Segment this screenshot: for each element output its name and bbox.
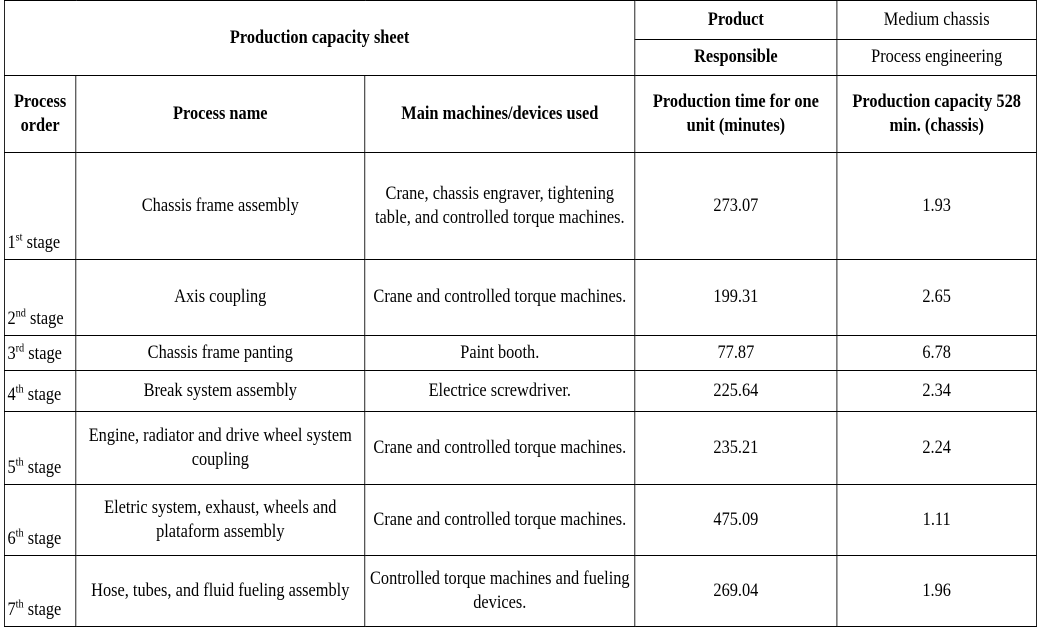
process-name-cell: Engine, radiator and drive wheel system … (75, 411, 366, 485)
table-row: 1st stage Chassis frame assembly Crane, … (3, 152, 1037, 260)
process-name-cell: Chassis frame panting (75, 335, 366, 371)
production-capacity-cell: 1.11 (836, 484, 1037, 556)
product-label: Product (634, 0, 838, 40)
production-time-cell: 199.31 (634, 259, 838, 336)
process-name-cell: Chassis frame assembly (75, 152, 366, 260)
table-row: 4th stage Break system assembly Electric… (3, 370, 1037, 412)
stage-cell: 3rd stage (3, 335, 77, 371)
stage-cell: 6th stage (3, 484, 77, 556)
col-header-production-capacity: Production capacity 528 min. (chassis) (836, 75, 1037, 153)
stage-cell: 2nd stage (3, 259, 77, 336)
col-header-process-name: Process name (75, 75, 366, 153)
header-row-responsible: Responsible Process engineering (4, 39, 1037, 76)
production-capacity-cell: 2.34 (836, 370, 1037, 412)
table-row: 2nd stage Axis coupling Crane and contro… (3, 259, 1037, 336)
table-row: 6th stage Eletric system, exhaust, wheel… (3, 484, 1037, 556)
stage-cell: 1st stage (3, 152, 77, 260)
machines-cell: Electrice screwdriver. (364, 370, 636, 412)
production-capacity-cell: 1.93 (836, 152, 1037, 260)
machines-cell: Paint booth. (364, 335, 636, 371)
sheet-title: Production capacity sheet (3, 0, 636, 76)
col-header-machines: Main machines/devices used (364, 75, 636, 153)
process-name-cell: Hose, tubes, and fluid fueling assembly (75, 555, 366, 627)
machines-cell: Crane and controlled torque machines. (364, 259, 636, 336)
machines-cell: Controlled torque machines and fueling d… (364, 555, 636, 627)
production-capacity-cell: 1.96 (836, 555, 1037, 627)
col-header-production-time: Production time for one unit (minutes) (634, 75, 838, 153)
table-row: 7th stage Hose, tubes, and fluid fueling… (3, 555, 1037, 627)
responsible-value: Process engineering (836, 39, 1037, 76)
document-page: Production capacity sheet Product Medium… (3, 0, 1037, 641)
column-header-row: Process order Process name Main machines… (3, 75, 1037, 153)
production-time-cell: 77.87 (634, 335, 838, 371)
production-time-cell: 225.64 (634, 370, 838, 412)
table-row: 3rd stage Chassis frame panting Paint bo… (3, 335, 1037, 371)
production-capacity-cell: 6.78 (836, 335, 1037, 371)
header-row-product: Production capacity sheet Product Medium… (3, 0, 1037, 76)
production-capacity-cell: 2.24 (836, 411, 1037, 485)
process-name-cell: Axis coupling (75, 259, 366, 336)
responsible-label: Responsible (634, 39, 838, 76)
col-header-process-order: Process order (3, 75, 77, 153)
production-time-cell: 235.21 (634, 411, 838, 485)
machines-cell: Crane and controlled torque machines. (364, 411, 636, 485)
production-time-cell: 273.07 (634, 152, 838, 260)
stage-cell: 4th stage (3, 370, 77, 412)
stage-cell: 7th stage (3, 555, 77, 627)
process-name-cell: Break system assembly (75, 370, 366, 412)
production-capacity-table: Production capacity sheet Product Medium… (3, 0, 1037, 627)
product-value: Medium chassis (836, 0, 1037, 40)
production-capacity-cell: 2.65 (836, 259, 1037, 336)
production-time-cell: 269.04 (634, 555, 838, 627)
stage-cell: 5th stage (3, 411, 77, 485)
machines-cell: Crane and controlled torque machines. (364, 484, 636, 556)
production-time-cell: 475.09 (634, 484, 838, 556)
machines-cell: Crane, chassis engraver, tightening tabl… (364, 152, 636, 260)
process-name-cell: Eletric system, exhaust, wheels and plat… (75, 484, 366, 556)
table-row: 5th stage Engine, radiator and drive whe… (3, 411, 1037, 485)
